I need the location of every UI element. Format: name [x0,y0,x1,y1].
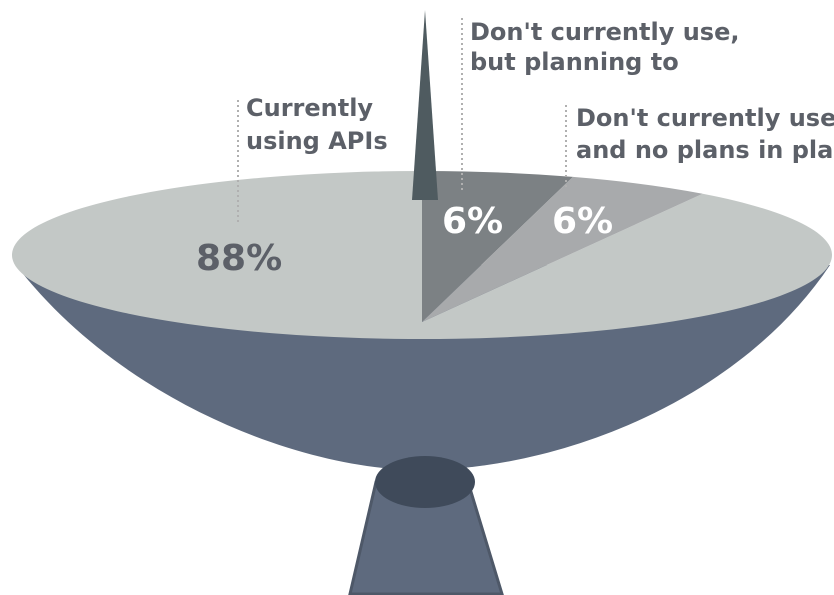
slice-value-2: 6% [442,201,503,242]
slice-label-1-line-2: using APIs [246,127,388,155]
antenna-spike [412,10,438,200]
pie-slice-1 [11,171,832,339]
slice-label-2: Don't currently use, but planning to [470,18,748,76]
slice-label-3: Don't currently use, and no plans in pla… [576,104,834,164]
slice-label-2-line-2: but planning to [470,48,679,76]
pie-slice-2 [422,171,573,322]
slice-value-3: 6% [552,201,613,242]
pie-slices [11,171,832,339]
dish-joint [375,456,475,508]
leader-lines [237,18,567,222]
slice-label-2-line-1: Don't currently use, [470,18,739,46]
pie-slice-3 [422,176,703,322]
slice-label-3-line-2: and no plans in place [576,136,834,164]
slice-label-1-line-1: Currently [246,94,373,122]
slice-label-3-line-1: Don't currently use, [576,104,834,132]
slice-value-1: 88% [196,238,282,279]
slice-label-1: Currently using APIs [246,94,388,155]
